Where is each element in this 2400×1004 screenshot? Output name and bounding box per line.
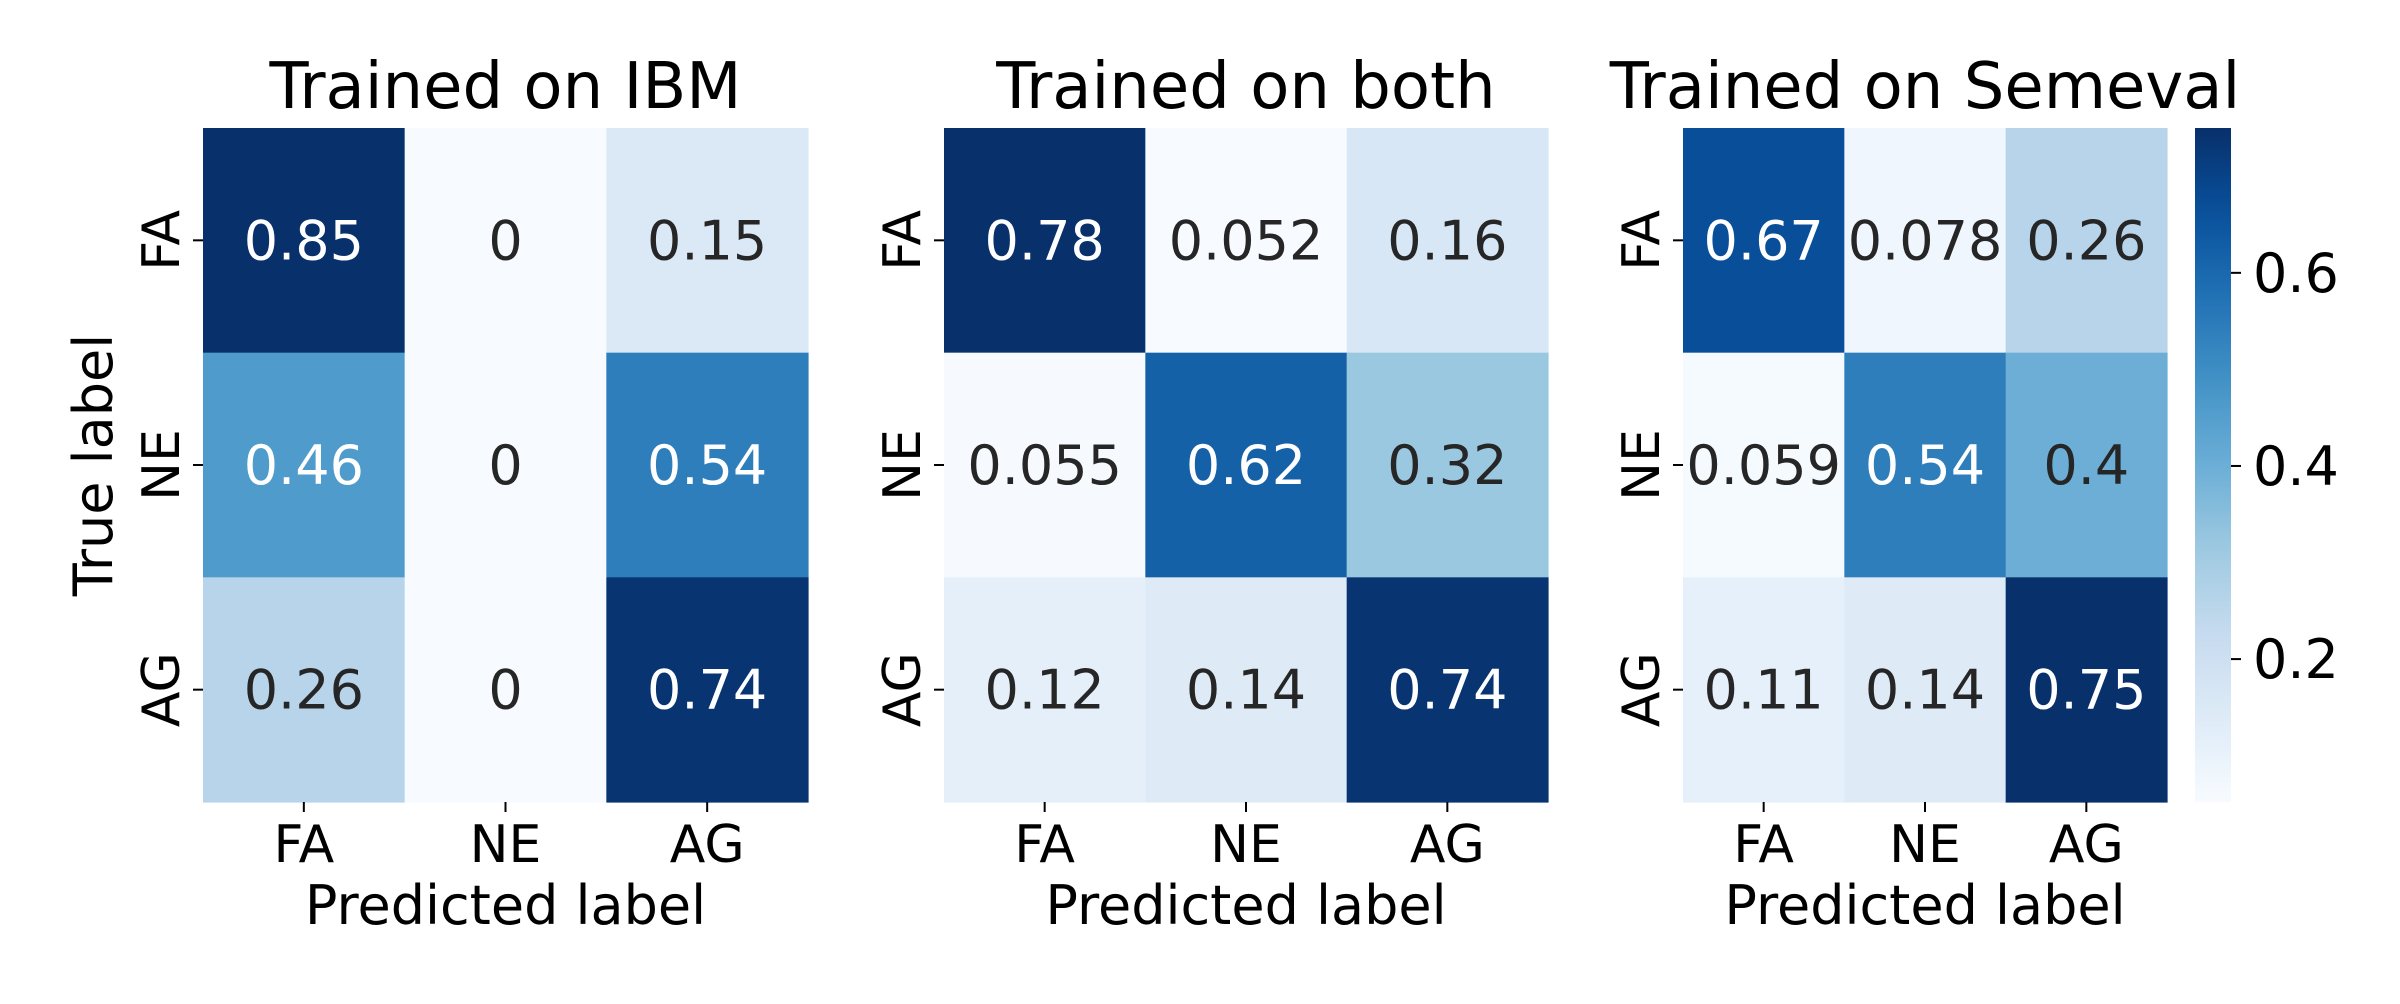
colorbar (2195, 128, 2231, 802)
heatmap-cell (606, 352, 809, 578)
heatmap-cell (404, 128, 607, 354)
heatmap-cell (404, 577, 607, 803)
cell-value-label: 0.26 (2026, 209, 2146, 272)
y-tick-label: NE (873, 429, 933, 501)
cell-value-label: 0.052 (1169, 209, 1324, 272)
x-tick-label: AG (670, 815, 745, 875)
heatmap-cell (1683, 577, 1845, 803)
heatmap-cell (1145, 128, 1348, 354)
x-tick-label: NE (1210, 815, 1282, 875)
cell-value-label: 0.059 (1686, 434, 1841, 497)
heatmap-cell (1145, 577, 1348, 803)
heatmap-cell (1844, 128, 2007, 354)
y-axis-label: True label (62, 334, 125, 597)
cell-value-label: 0.055 (967, 434, 1122, 497)
cell-value-label: 0.67 (1704, 209, 1824, 272)
heatmap-cell (1346, 577, 1549, 803)
heatmap-cell (203, 577, 406, 803)
x-tick-label: FA (273, 815, 334, 875)
cell-value-label: 0.078 (1848, 209, 2003, 272)
x-tick-label: AG (2049, 815, 2124, 875)
heatmap-cell (2005, 128, 2168, 354)
cell-value-label: 0.16 (1387, 209, 1507, 272)
heatmap-cell (1683, 128, 1845, 354)
cell-value-label: 0.78 (985, 209, 1105, 272)
cell-value-label: 0.12 (985, 659, 1105, 722)
cell-value-label: 0.62 (1186, 434, 1306, 497)
cell-value-label: 0.75 (2026, 659, 2146, 722)
cell-value-label: 0 (488, 209, 522, 272)
x-tick-label: NE (470, 815, 542, 875)
cell-value-label: 0.32 (1387, 434, 1507, 497)
colorbar-tick-label: 0.2 (2253, 628, 2339, 691)
y-tick-label: AG (1612, 652, 1672, 727)
heatmap-cell (2005, 577, 2168, 803)
x-axis-label: Predicted label (305, 874, 706, 937)
x-tick-label: AG (1410, 815, 1485, 875)
heatmap-cell (404, 352, 607, 578)
cell-value-label: 0.54 (647, 434, 767, 497)
y-tick-label: FA (132, 210, 192, 271)
heatmap-cell (203, 128, 406, 354)
y-tick-label: AG (132, 652, 192, 727)
heatmap-cell (1346, 128, 1549, 354)
cell-value-label: 0 (488, 434, 522, 497)
heatmap-cell (1145, 352, 1348, 578)
heatmap-cell (1346, 352, 1549, 578)
x-axis-label: Predicted label (1045, 874, 1446, 937)
cell-value-label: 0 (488, 659, 522, 722)
cell-value-label: 0.15 (647, 209, 767, 272)
panel-title: Trained on both (995, 50, 1495, 124)
colorbar-tick-label: 0.4 (2253, 435, 2339, 498)
cell-value-label: 0.74 (1387, 659, 1507, 722)
cell-value-label: 0.74 (647, 659, 767, 722)
y-tick-label: FA (873, 210, 933, 271)
cell-value-label: 0.4 (2043, 434, 2129, 497)
cell-value-label: 0.11 (1704, 659, 1824, 722)
cell-value-label: 0.26 (244, 659, 364, 722)
cell-value-label: 0.14 (1865, 659, 1985, 722)
heatmap-cell (1683, 352, 1845, 578)
heatmap-cell (1844, 352, 2007, 578)
y-tick-label: NE (132, 429, 192, 501)
cell-value-label: 0.14 (1186, 659, 1306, 722)
heatmap-cell (944, 128, 1146, 354)
x-tick-label: FA (1014, 815, 1075, 875)
panel-title: Trained on IBM (269, 50, 742, 124)
y-tick-label: AG (873, 652, 933, 727)
heatmap-cell (606, 577, 809, 803)
cell-value-label: 0.46 (244, 434, 364, 497)
y-tick-label: NE (1612, 429, 1672, 501)
heatmap-cell (606, 128, 809, 354)
x-tick-label: FA (1733, 815, 1794, 875)
x-axis-label: Predicted label (1724, 874, 2125, 937)
heatmap-cell (203, 352, 406, 578)
panel-title: Trained on Semeval (1609, 50, 2241, 124)
cell-value-label: 0.54 (1865, 434, 1985, 497)
cell-value-label: 0.85 (244, 209, 364, 272)
x-tick-label: NE (1889, 815, 1961, 875)
y-tick-label: FA (1612, 210, 1672, 271)
heatmap-cell (944, 352, 1146, 578)
colorbar-tick-label: 0.6 (2253, 242, 2339, 305)
heatmap-cell (944, 577, 1146, 803)
heatmap-cell (2005, 352, 2168, 578)
heatmap-cell (1844, 577, 2007, 803)
